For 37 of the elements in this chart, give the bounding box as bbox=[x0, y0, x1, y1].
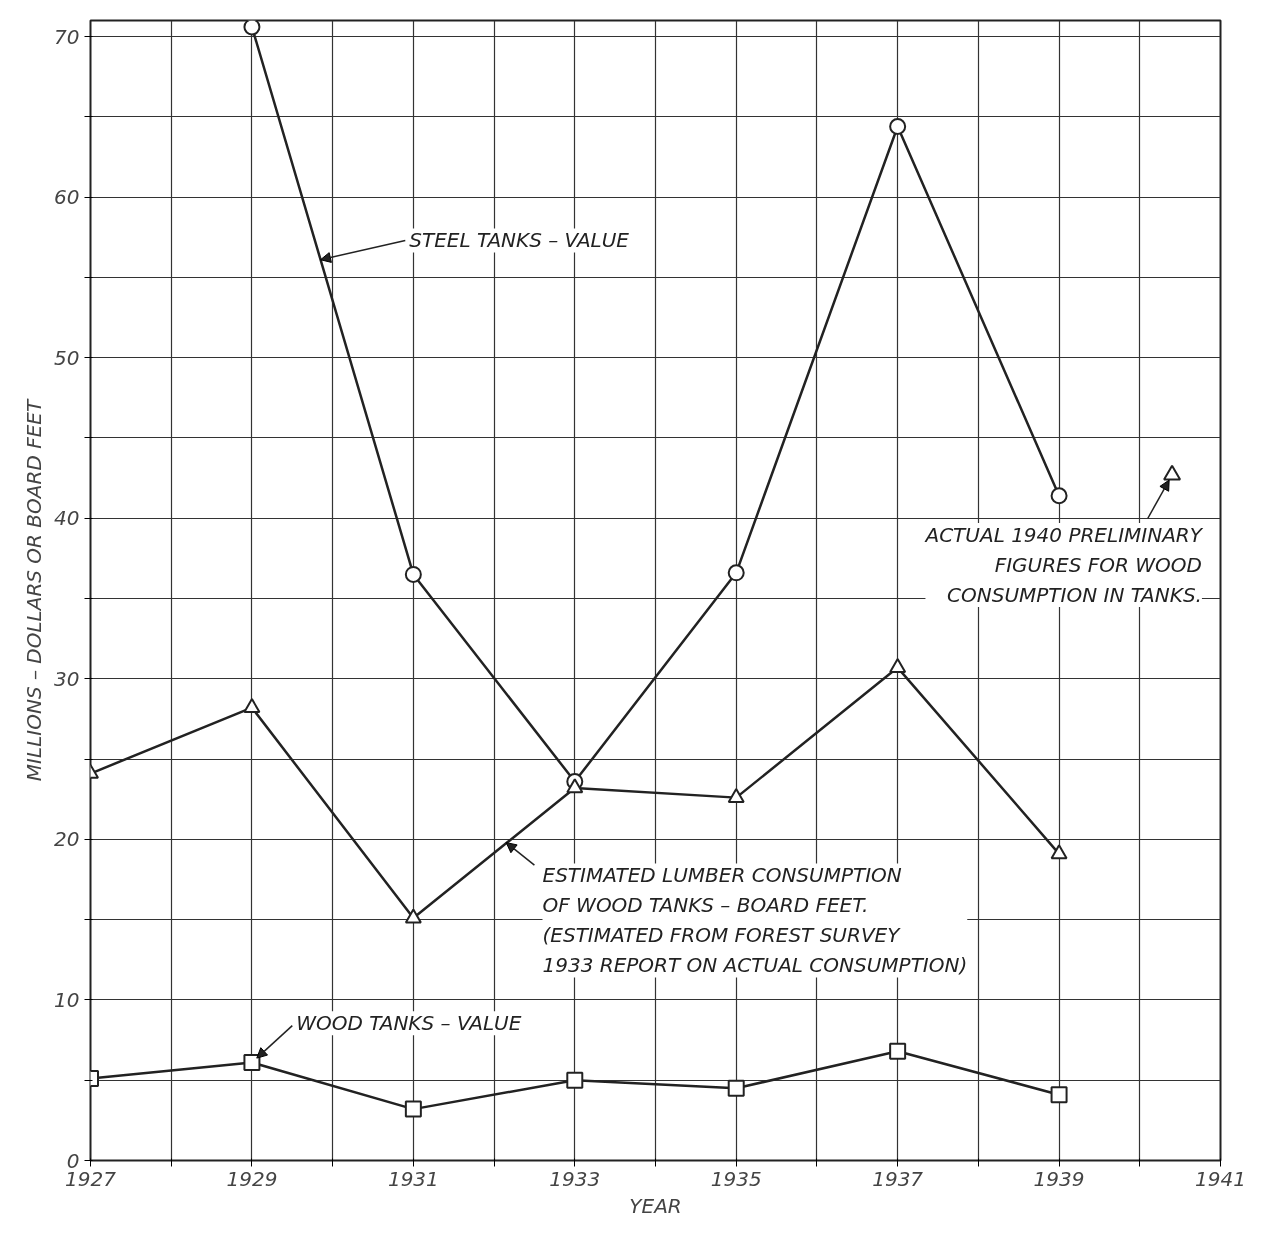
x-tick-label: 1935 bbox=[710, 1166, 762, 1191]
point bbox=[566, 1071, 584, 1089]
x-tick-label: 1933 bbox=[549, 1166, 601, 1191]
x-axis-title: YEAR bbox=[629, 1193, 682, 1218]
point bbox=[727, 564, 745, 582]
annotation: STEEL TANKS – VALUE bbox=[409, 228, 630, 253]
x-tick-label: 1937 bbox=[872, 1166, 924, 1191]
point bbox=[1050, 1086, 1068, 1104]
point bbox=[404, 565, 422, 583]
y-tick-label: 20 bbox=[54, 827, 80, 852]
point bbox=[404, 1100, 422, 1118]
y-tick-label: 30 bbox=[54, 666, 80, 691]
point bbox=[243, 20, 261, 36]
point bbox=[889, 1042, 907, 1060]
x-tick-label: 1929 bbox=[226, 1166, 278, 1191]
y-tick-label: 70 bbox=[54, 24, 80, 49]
x-tick-label: 1939 bbox=[1033, 1166, 1085, 1191]
point bbox=[243, 698, 261, 714]
annotation: ACTUAL 1940 PRELIMINARY FIGURES FOR WOOD CONSUMPTION IN TANKS. bbox=[923, 523, 1204, 608]
y-tick-label: 50 bbox=[54, 345, 80, 370]
point bbox=[1050, 844, 1068, 860]
point bbox=[727, 1079, 745, 1097]
point bbox=[889, 117, 907, 135]
point bbox=[243, 1054, 261, 1072]
y-tick-label: 10 bbox=[54, 987, 80, 1012]
y-tick-label: 60 bbox=[54, 185, 80, 210]
y-axis-title: MILLIONS – DOLLARS OR BOARD FEET bbox=[22, 398, 47, 782]
annotation: WOOD TANKS – VALUE bbox=[296, 1011, 522, 1036]
x-tick-label: 1931 bbox=[387, 1166, 439, 1191]
y-tick-label: 0 bbox=[66, 1148, 80, 1173]
x-tick-label: 1941 bbox=[1195, 1166, 1246, 1191]
point bbox=[1050, 487, 1068, 505]
point bbox=[566, 778, 584, 794]
annotation: ESTIMATED LUMBER CONSUMPTION OF WOOD TANKS – BOARD FEET. (ESTIMATED FROM FOREST SURVEY 1933 REPORT ON ACTUAL CONSUMPTION) bbox=[542, 863, 968, 978]
point bbox=[404, 908, 422, 924]
y-tick-label: 40 bbox=[54, 506, 80, 531]
point bbox=[1163, 464, 1182, 481]
